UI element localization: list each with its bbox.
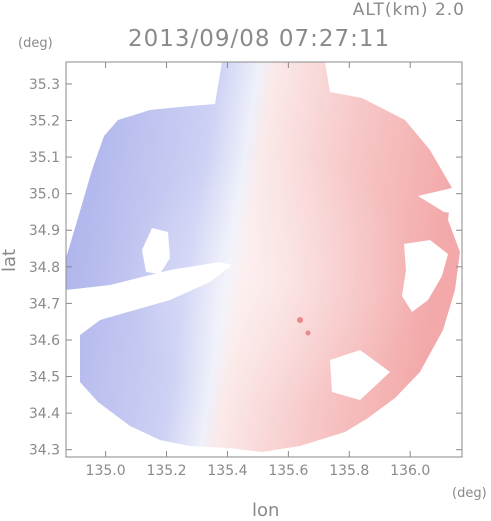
echo-gap-east bbox=[402, 240, 448, 312]
y-tick-label: 34.8 bbox=[29, 260, 60, 276]
x-tick-label: 135.6 bbox=[268, 463, 308, 479]
y-axis-unit: (deg) bbox=[18, 36, 53, 51]
x-axis-unit: (deg) bbox=[452, 486, 487, 501]
strong-echo-cell bbox=[305, 330, 311, 336]
strong-echo-cell bbox=[297, 317, 303, 323]
echo-gap-southeast bbox=[330, 350, 390, 400]
x-tick-label: 135.0 bbox=[86, 463, 126, 479]
y-tick-label: 34.6 bbox=[29, 333, 60, 349]
x-axis-label: lon bbox=[252, 500, 280, 521]
y-tick-label: 35.1 bbox=[29, 150, 60, 166]
y-axis-ticks: 34.3 34.4 34.5 34.6 34.7 34.8 34.9 35.0 35.1 35.2… bbox=[29, 77, 462, 459]
x-tick-label: 135.2 bbox=[146, 463, 186, 479]
plot-frame bbox=[65, 61, 463, 458]
x-tick-label: 135.8 bbox=[329, 463, 369, 479]
x-tick-label: 135.4 bbox=[207, 463, 247, 479]
y-tick-label: 34.7 bbox=[29, 296, 60, 312]
y-tick-label: 34.9 bbox=[29, 223, 60, 239]
y-tick-label: 35.2 bbox=[29, 114, 60, 130]
x-axis-ticks: 135.0 135.2 135.4 135.6 135.8 136.0 bbox=[86, 62, 430, 479]
y-tick-label: 35.0 bbox=[29, 187, 60, 203]
y-tick-label: 34.4 bbox=[29, 406, 60, 422]
altitude-label: ALT(km) 2.0 bbox=[352, 0, 465, 20]
y-tick-label: 34.3 bbox=[29, 443, 60, 459]
echo-gap-northeast bbox=[418, 188, 462, 214]
chart-title: 2013/09/08 07:27:11 bbox=[128, 26, 391, 52]
echo-gap-west-edge bbox=[66, 286, 130, 338]
y-tick-label: 35.3 bbox=[29, 77, 60, 93]
x-tick-label: 136.0 bbox=[390, 463, 430, 479]
y-tick-label: 34.5 bbox=[29, 370, 60, 386]
echo-gap-west bbox=[142, 228, 170, 274]
